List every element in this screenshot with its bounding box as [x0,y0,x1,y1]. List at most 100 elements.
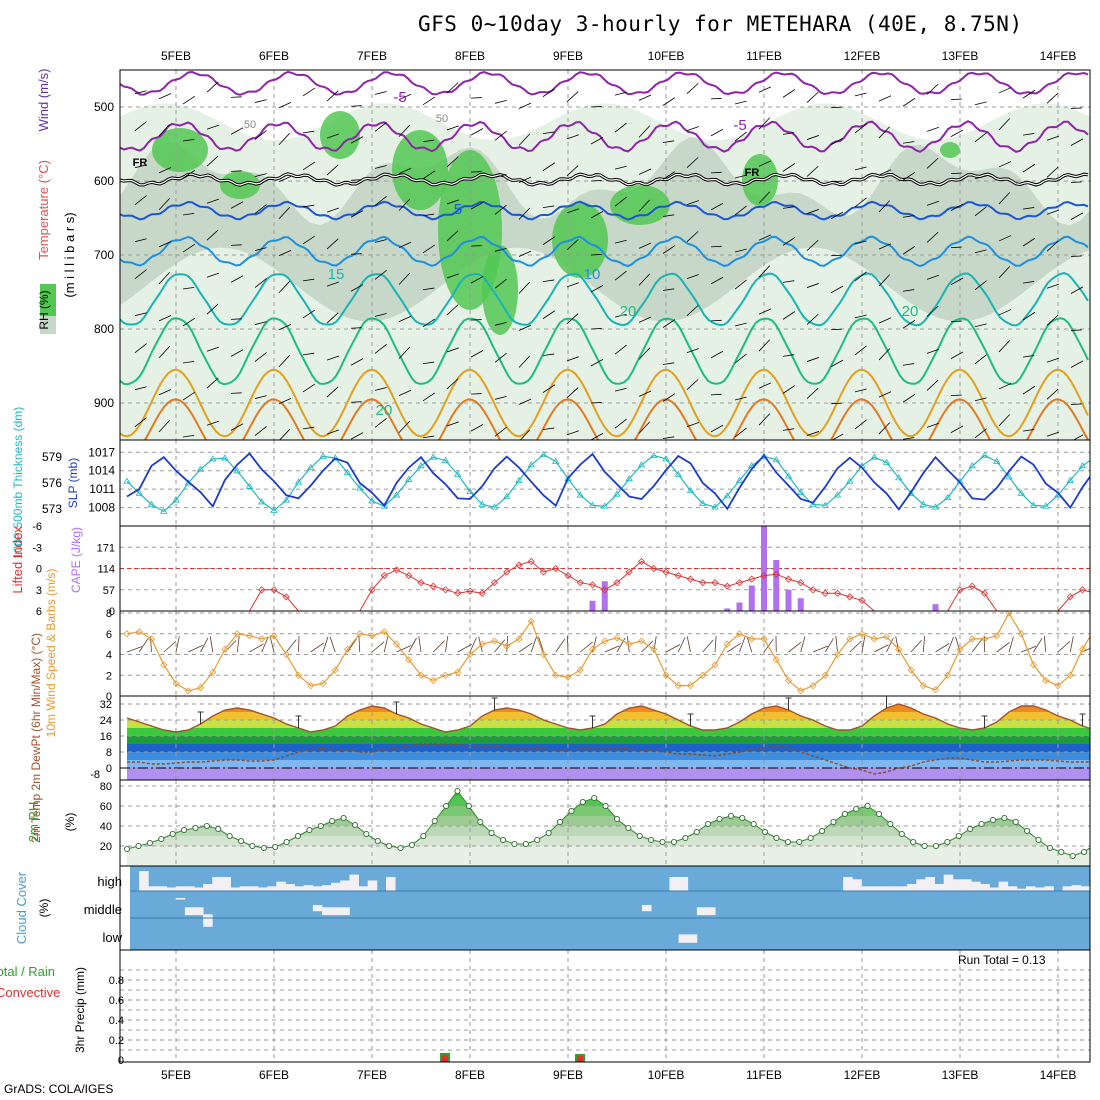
contour-label: 50 [244,119,256,131]
thickness-marker [282,496,290,503]
wind-barb [878,422,890,435]
wind-marker [956,645,964,653]
y-tick-label: 40 [100,821,112,833]
cloud-cell [212,876,222,891]
lifted-marker [797,579,805,587]
cloud-cell [678,876,689,891]
thickness-marker [662,455,670,462]
rh2m-marker [534,836,541,844]
thickness-marker [735,476,744,483]
thickness-slp-plot [120,440,1090,526]
wind-marker [123,630,131,638]
wind-barb [134,312,147,317]
wind-barb [470,245,482,247]
wind-barb [350,327,362,329]
rh2m-marker [1081,848,1088,856]
wind-barb [422,287,435,291]
wind-marker [993,632,1001,640]
cloud-cell [166,887,177,891]
thickness-marker [405,475,413,482]
temp-band [127,736,1090,744]
wind-marker [307,682,315,690]
thickness-marker [833,491,842,498]
wind-barb [158,272,170,285]
wind-marker [895,645,903,653]
rh2m-marker [203,822,210,830]
temp-band [127,760,1090,768]
cloud-cell [1035,887,1045,891]
wind-barb [206,124,219,130]
wind-barb [998,87,1012,94]
rh2m-marker [431,817,438,825]
wind-barb [285,639,297,653]
wind-barb [230,244,242,246]
wind-barb [374,343,387,354]
wind-marker [172,679,180,688]
wind-marker [478,640,486,648]
wind-barb [702,639,714,653]
wind-marker [1066,671,1074,679]
date-label-top: 11FEB [746,49,782,63]
rh2m-marker [283,838,290,846]
cloud-cell [843,876,853,891]
wind-barb [590,285,604,293]
rh2m-marker [226,832,233,840]
wind-marker [711,661,719,669]
wind-barb [1046,431,1059,437]
wind-barb [302,235,316,245]
rh2m-marker [306,826,313,834]
wind-barb [1022,133,1035,136]
cloud-cell [349,874,359,891]
y-tick-label: 0.8 [109,975,124,987]
wind-barb [470,128,484,136]
thickness-marker [209,455,217,462]
wind-barb [854,92,867,97]
wind-barb [739,636,746,653]
rh2m-marker [1058,848,1065,856]
wind-barb [182,243,196,253]
wind-barb [206,155,219,167]
wind-barb [592,636,597,653]
wind-marker [674,682,682,690]
wind-barb [998,192,1010,205]
wind-barb [158,198,170,211]
wind-barb [686,305,699,316]
lifted-marker [392,566,401,574]
wind-barb [422,170,436,180]
y-tick-label: 80 [100,781,112,793]
rh2m-marker [124,845,131,853]
wind-barb [1046,283,1059,289]
lifted-marker [821,589,829,597]
wind-marker [907,666,915,674]
date-label-top: 8FEB [455,49,485,63]
lifted-marker [686,575,695,583]
wind-barb [886,637,894,653]
wind-barb [566,208,579,214]
date-label-bottom: 11FEB [746,1068,782,1082]
rh2m-marker [488,829,495,837]
wind-barb [278,281,290,294]
rh2m-marker [340,814,347,822]
wind-barb [806,357,819,362]
wind-barb [432,640,445,653]
date-label-top: 5FEB [161,49,191,63]
lifted-marker [846,593,854,601]
wind-barb [518,324,532,331]
wind-marker [147,635,156,643]
wind-barb [830,211,844,220]
wind-barb [614,270,627,281]
wind-marker [368,632,376,640]
wind-barb [278,398,292,405]
rh2m-marker [613,815,621,823]
wind-barb [206,377,219,389]
wind-barb [878,391,892,398]
thickness-marker [919,500,927,507]
freezing-level-inner [120,173,1089,186]
temp-contour-20 [120,317,1089,386]
rh2m-marker [135,842,142,850]
wind-marker [539,650,548,659]
y-tick-label: -8 [90,769,100,781]
wind-barb [298,635,300,653]
thickness-marker [270,506,278,513]
wind-barb [261,637,269,653]
